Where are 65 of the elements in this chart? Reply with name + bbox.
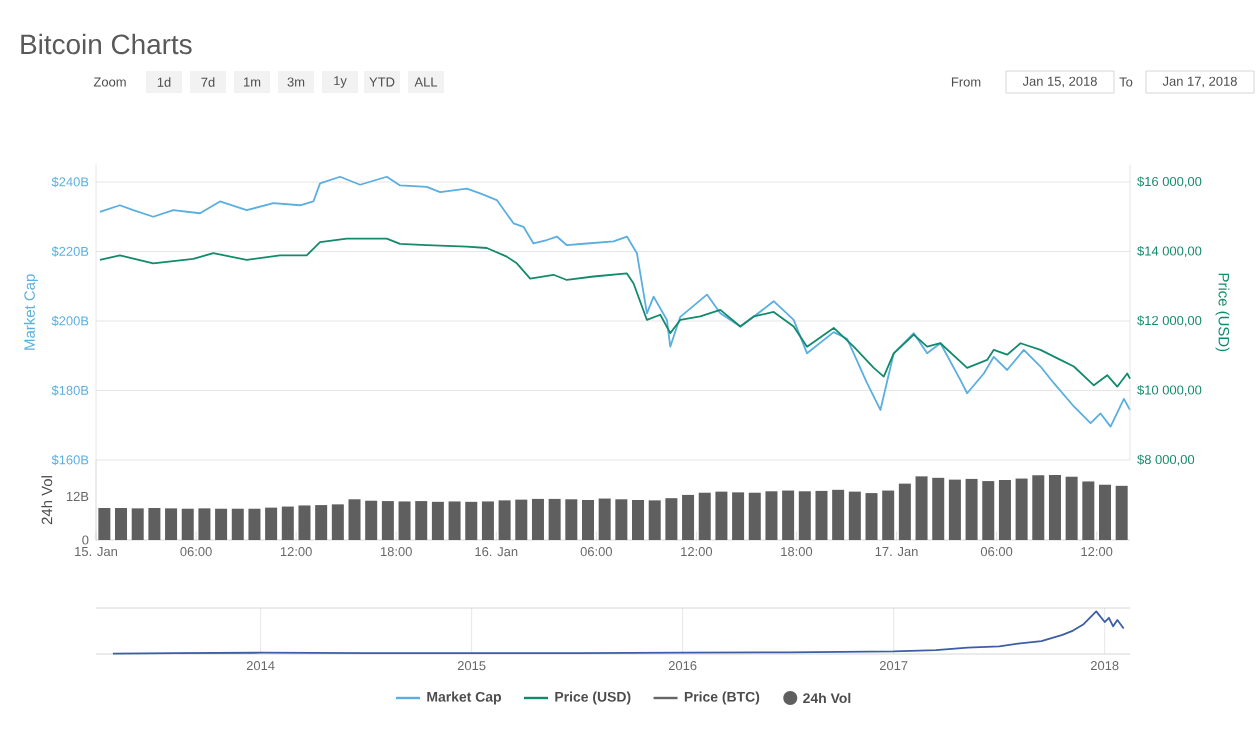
bar	[1048, 474, 1061, 540]
bar	[198, 508, 211, 540]
bar	[465, 501, 478, 540]
bar	[531, 498, 544, 540]
bar	[648, 500, 661, 540]
bar	[965, 478, 978, 540]
bar	[698, 492, 711, 540]
bar	[632, 500, 645, 540]
bar	[898, 483, 911, 540]
bar	[1065, 476, 1078, 540]
bar	[415, 501, 428, 540]
bar	[365, 500, 378, 540]
bar	[498, 500, 511, 540]
bar	[298, 505, 311, 540]
bar	[598, 498, 611, 540]
bar	[581, 500, 594, 540]
bar	[1082, 481, 1095, 540]
bar	[1098, 484, 1111, 540]
bar	[398, 501, 411, 540]
bar	[265, 507, 278, 540]
bar	[832, 489, 845, 540]
bar	[381, 501, 394, 540]
line-series	[99, 175, 1131, 428]
bar	[798, 491, 811, 540]
bar	[165, 508, 178, 540]
line-series	[99, 237, 1131, 388]
bar	[148, 508, 161, 540]
bar	[565, 499, 578, 540]
bar	[748, 492, 761, 540]
bar	[932, 477, 945, 540]
bar	[131, 508, 144, 540]
bar	[515, 499, 528, 540]
bar	[331, 504, 344, 540]
bar	[281, 506, 294, 540]
bar	[548, 498, 561, 540]
bar	[665, 498, 678, 540]
bar	[848, 491, 861, 540]
bar	[882, 490, 895, 540]
bar	[98, 508, 111, 540]
bar	[431, 501, 444, 540]
bar	[815, 490, 828, 540]
bar	[181, 508, 194, 540]
bar	[982, 481, 995, 540]
bar	[1015, 478, 1028, 540]
bar	[231, 508, 244, 540]
bar	[1032, 475, 1045, 540]
chart-title: Bitcoin Charts	[21, 33, 192, 55]
bar	[248, 508, 261, 540]
bar	[948, 479, 961, 540]
bar	[615, 499, 628, 540]
bar	[732, 492, 745, 540]
bar	[782, 490, 795, 540]
bar	[348, 499, 361, 540]
bar	[715, 491, 728, 540]
bar	[865, 493, 878, 540]
bar	[315, 505, 328, 540]
bar	[998, 480, 1011, 540]
bar	[915, 476, 928, 540]
bar	[682, 494, 695, 540]
bar	[115, 508, 128, 540]
bar	[215, 508, 228, 540]
bar	[481, 501, 494, 540]
bar	[1115, 485, 1128, 540]
bar	[448, 501, 461, 540]
bar	[765, 491, 778, 540]
